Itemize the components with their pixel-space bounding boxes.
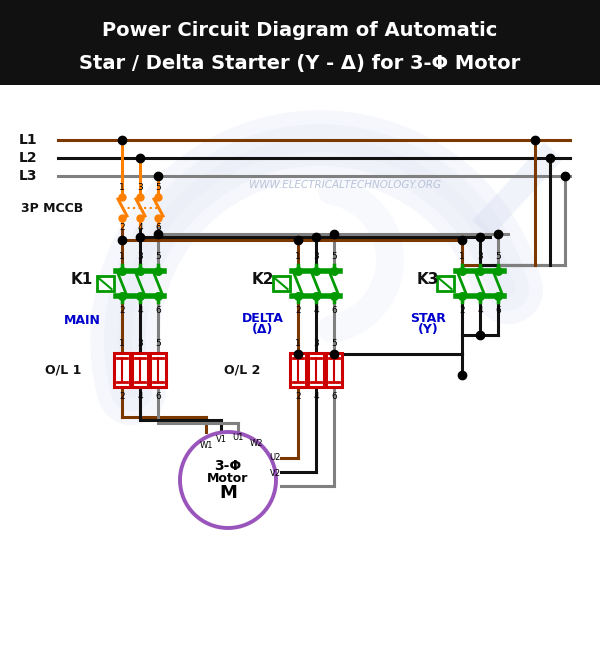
Bar <box>97 276 113 291</box>
Text: 6: 6 <box>495 306 501 315</box>
Text: V1: V1 <box>215 434 227 443</box>
Text: DELTA: DELTA <box>242 311 284 324</box>
Text: 6: 6 <box>155 306 161 315</box>
Text: 4: 4 <box>137 392 143 401</box>
Text: 5: 5 <box>155 183 161 192</box>
Text: 3: 3 <box>477 252 483 261</box>
Text: 2: 2 <box>119 392 125 401</box>
Text: 5: 5 <box>495 252 501 261</box>
Text: 1: 1 <box>119 183 125 192</box>
Text: 6: 6 <box>331 306 337 315</box>
Text: 3: 3 <box>137 252 143 261</box>
Text: 1: 1 <box>295 252 301 261</box>
Text: O/L 2: O/L 2 <box>224 363 260 376</box>
Text: M: M <box>219 484 237 502</box>
Text: 2: 2 <box>119 306 125 315</box>
Text: 3: 3 <box>313 252 319 261</box>
Bar <box>150 353 166 387</box>
Text: (Y): (Y) <box>418 324 439 337</box>
Text: 5: 5 <box>331 339 337 348</box>
Text: O/L 1: O/L 1 <box>45 363 81 376</box>
Text: Power Circuit Diagram of Automatic: Power Circuit Diagram of Automatic <box>103 21 497 40</box>
Text: 3-Φ: 3-Φ <box>214 459 242 473</box>
Text: 6: 6 <box>155 223 161 232</box>
Text: 4: 4 <box>313 392 319 401</box>
Text: W2: W2 <box>249 439 263 448</box>
Text: K3: K3 <box>417 272 439 287</box>
Text: 4: 4 <box>137 223 143 232</box>
Text: K1: K1 <box>71 272 93 287</box>
Bar <box>0 0 600 85</box>
Text: 2: 2 <box>295 306 301 315</box>
Text: 1: 1 <box>295 339 301 348</box>
Text: 5: 5 <box>155 252 161 261</box>
Text: (Δ): (Δ) <box>253 324 274 337</box>
Text: 4: 4 <box>137 306 143 315</box>
Text: 3: 3 <box>313 339 319 348</box>
Text: U2: U2 <box>269 454 281 463</box>
Text: MAIN: MAIN <box>64 313 100 326</box>
Text: WWW.ELECTRICALTECHNOLOGY.ORG: WWW.ELECTRICALTECHNOLOGY.ORG <box>249 180 441 190</box>
Bar <box>0 85 600 650</box>
Text: 6: 6 <box>155 392 161 401</box>
Text: Star / Delta Starter (Υ - Δ) for 3-Φ Motor: Star / Delta Starter (Υ - Δ) for 3-Φ Mot… <box>79 53 521 73</box>
Text: 1: 1 <box>119 339 125 348</box>
Text: Motor: Motor <box>208 473 248 486</box>
Text: 2: 2 <box>295 392 301 401</box>
Text: 5: 5 <box>331 252 337 261</box>
Text: V2: V2 <box>269 469 281 478</box>
Text: L2: L2 <box>19 151 37 165</box>
Text: 1: 1 <box>119 252 125 261</box>
Text: 2: 2 <box>459 306 465 315</box>
Bar <box>272 276 290 291</box>
Text: 6: 6 <box>331 392 337 401</box>
Text: 4: 4 <box>313 306 319 315</box>
Text: 2: 2 <box>119 223 125 232</box>
Bar <box>437 276 454 291</box>
Text: L3: L3 <box>19 169 37 183</box>
Text: L1: L1 <box>19 133 37 147</box>
Bar <box>114 353 130 387</box>
Bar <box>290 353 306 387</box>
Text: 5: 5 <box>155 339 161 348</box>
Text: 1: 1 <box>459 252 465 261</box>
Bar <box>326 353 342 387</box>
Text: STAR: STAR <box>410 311 446 324</box>
Text: K2: K2 <box>252 272 274 287</box>
Circle shape <box>180 432 276 528</box>
Text: W1: W1 <box>199 441 213 450</box>
Text: U1: U1 <box>232 434 244 443</box>
Bar <box>132 353 148 387</box>
Text: 4: 4 <box>477 306 483 315</box>
Bar <box>308 353 324 387</box>
Text: 3P MCCB: 3P MCCB <box>21 202 83 214</box>
Text: 3: 3 <box>137 339 143 348</box>
Text: 3: 3 <box>137 183 143 192</box>
